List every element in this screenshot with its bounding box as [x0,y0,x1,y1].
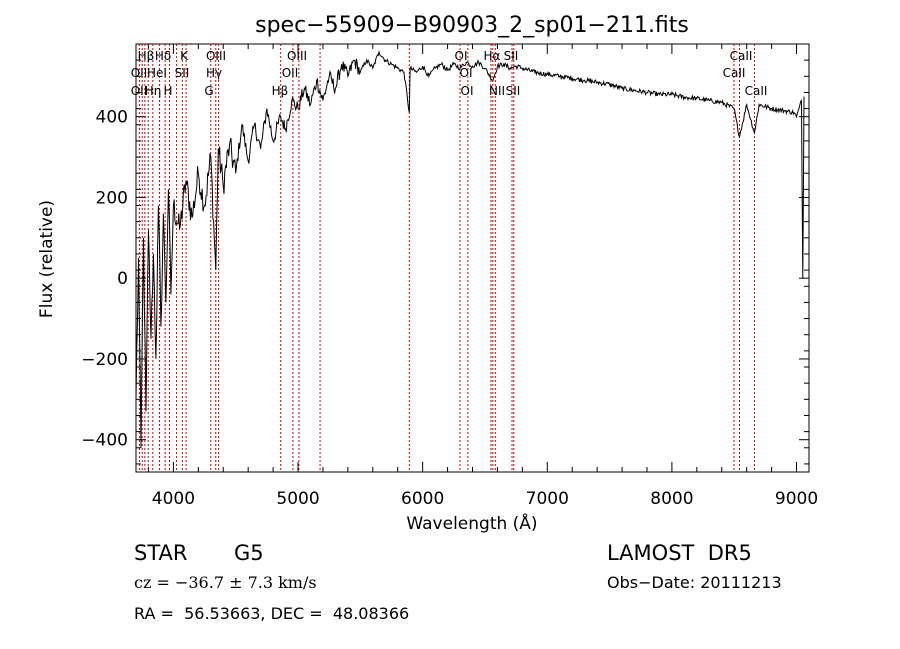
line-label: OI [460,66,473,80]
plot-axes: 4000 5000 6000 7000 8000 9000 −400 −200 0 200 400 [81,43,818,509]
spectral-line-markers [138,44,755,472]
redshift-value: cz = −36.7 ± 7.3 km/s [134,573,317,592]
line-label: K [180,49,189,63]
x-tick-label: 7000 [526,489,569,509]
y-tick-label: 400 [96,108,128,128]
line-label: OII [131,66,148,80]
line-label: Hα [484,49,501,63]
line-label: SII [175,66,190,80]
chart-title: spec−55909−B90903_2_sp01−211.fits [255,13,689,38]
y-tick-label: 200 [96,188,128,208]
y-axis-label: Flux (relative) [37,200,57,318]
line-label: Hγ [206,66,222,80]
line-label: G [204,84,213,98]
line-label: Hη [145,84,162,98]
line-label: H [163,84,172,98]
line-label: NII [489,84,505,98]
coordinates: RA = 56.53663, DEC = 48.08366 [134,604,410,623]
y-tick-label: −400 [81,431,128,451]
line-label: HeI [147,66,167,80]
plot-frame [135,43,810,473]
line-label: Hδ [155,49,171,63]
object-subclass: G5 [234,541,264,565]
x-tick-label: 8000 [650,489,693,509]
survey-name: LAMOST DR5 [607,541,752,565]
line-label: OII [282,66,299,80]
line-label: CaII [723,66,746,80]
y-tick-label: 0 [117,269,128,289]
line-label: SII [506,84,521,98]
line-label: CaII [730,49,753,63]
x-tick-label: 6000 [401,489,444,509]
line-label: OIII [287,49,307,63]
x-axis-label: Wavelength (Å) [406,512,537,534]
line-label: Hβ [138,49,155,63]
line-label: SII [504,49,519,63]
x-tick-label: 5000 [276,489,319,509]
x-tick-label: 9000 [775,489,818,509]
line-label: OI [461,84,474,98]
line-label: CaII [745,84,768,98]
line-label: OIII [206,49,226,63]
spectrum-line [135,50,805,448]
y-tick-label: −200 [81,350,128,370]
observation-date: Obs−Date: 20111213 [607,573,782,592]
line-label: OI [455,49,468,63]
x-tick-label: 4000 [152,489,195,509]
line-label: Hβ [272,84,289,98]
line-label: OII [131,84,148,98]
object-class: STAR [134,541,188,565]
